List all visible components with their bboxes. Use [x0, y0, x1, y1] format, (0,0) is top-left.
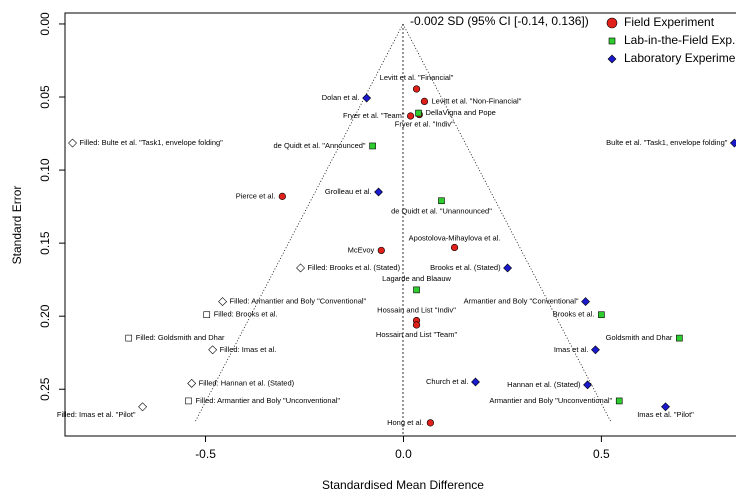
- data-point: [412, 85, 421, 93]
- data-point: [438, 197, 445, 205]
- filled-point: [218, 297, 227, 306]
- filled-point: [185, 397, 192, 405]
- data-point: [503, 263, 513, 273]
- legend-marker: [607, 54, 617, 64]
- point-label: Apostolova-Mihaylova et al.: [409, 233, 501, 242]
- x-tick-label: 0.5: [593, 447, 610, 461]
- point-label: Hossain and List "Team": [376, 330, 458, 339]
- data-point: [426, 419, 434, 427]
- data-point: [450, 243, 459, 252]
- point-label: Goldsmith and Dhar: [606, 333, 673, 342]
- point-label: Fryer et al. "Team": [343, 111, 405, 120]
- data-point: [413, 286, 420, 294]
- filled-point: [203, 311, 211, 319]
- data-point: [598, 311, 605, 319]
- point-label: Dolan et al.: [322, 93, 360, 102]
- y-tick-label: 0.00: [38, 12, 52, 36]
- data-point: [581, 297, 590, 306]
- data-point: [374, 187, 383, 197]
- point-label: Church et al.: [426, 377, 469, 386]
- legend-marker: [606, 17, 618, 29]
- data-point: [583, 380, 592, 390]
- y-tick-label: 0.25: [38, 377, 52, 401]
- point-label: Bulte et al. "Task1, envelope folding": [606, 138, 728, 147]
- filled-point: [208, 345, 218, 355]
- point-label: Levitt et al. "Non-Financial": [431, 96, 521, 105]
- funnel-left: [194, 23, 404, 423]
- y-tick-label: 0.15: [38, 231, 52, 255]
- filled-point: [296, 263, 305, 273]
- point-label: Lagarde and Blaauw: [382, 274, 451, 283]
- point-label: Filled: Bulte et al. "Task1, envelope fo…: [80, 138, 224, 147]
- data-point: [676, 334, 683, 342]
- point-label: Filled: Armantier and Boly "Conventional…: [230, 297, 367, 306]
- y-tick-label: 0.20: [38, 304, 52, 328]
- point-label: Filled: Imas et al. "Pilot": [57, 410, 136, 419]
- data-point: [278, 192, 286, 200]
- data-point: [415, 109, 422, 117]
- x-axis-label: Standardised Mean Difference: [322, 478, 484, 492]
- point-label: DellaVigna and Pope: [426, 108, 496, 117]
- point-label: Grolleau et al.: [325, 187, 372, 196]
- point-label: Brooks et al.: [553, 310, 595, 319]
- point-label: de Quidt et al. "Announced": [274, 141, 366, 150]
- filled-point: [125, 334, 133, 342]
- point-label: Hong et al.: [387, 418, 423, 427]
- y-tick-label: 0.05: [38, 85, 52, 109]
- data-point: [591, 345, 600, 355]
- point-label: Filled: Goldsmith and Dhar: [136, 333, 225, 342]
- x-tick-label: -0.5: [195, 447, 216, 461]
- point-label: Fryer et al. "Indiv": [395, 120, 454, 129]
- point-label: Filled: Armantier and Boly "Unconvention…: [196, 396, 341, 405]
- legend-label: Lab-in-the-Field Exp.: [624, 33, 735, 47]
- data-point: [729, 138, 736, 148]
- point-label: Hannan et al. (Stated): [507, 380, 581, 389]
- point-label: Levitt et al. "Financial": [380, 73, 454, 82]
- filled-point: [68, 138, 77, 148]
- point-label: Armantier and Boly "Conventional": [464, 297, 579, 306]
- point-label: Imas et al. "Pilot": [637, 410, 694, 419]
- point-label: de Quidt et al. "Unannounced": [391, 207, 492, 216]
- data-point: [406, 112, 415, 120]
- point-label: McEvoy: [348, 245, 375, 254]
- y-tick-label: 0.10: [38, 158, 52, 182]
- point-label: Filled: Imas et al.: [220, 345, 277, 354]
- plot-frame: [64, 12, 736, 437]
- point-label: Filled: Hannan et al. (Stated): [199, 378, 295, 387]
- legend-label: Field Experiment: [624, 15, 715, 29]
- filled-point: [187, 378, 197, 388]
- filled-point: [138, 402, 148, 412]
- point-label: Hossain and List "Indiv": [377, 306, 456, 315]
- data-point: [420, 97, 429, 105]
- point-label: Imas et al.: [554, 345, 589, 354]
- legend-marker: [608, 37, 616, 45]
- data-point: [615, 397, 623, 405]
- data-point: [412, 321, 421, 329]
- data-point: [362, 93, 372, 103]
- legend-label: Laboratory Experiment: [624, 51, 736, 65]
- data-point: [661, 402, 670, 412]
- point-label: Filled: Brooks et al.: [214, 310, 278, 319]
- funnel-right: [402, 23, 612, 423]
- y-axis-label: Standard Error: [10, 186, 24, 265]
- point-label: Pierce et al.: [236, 191, 276, 200]
- data-point: [377, 246, 385, 255]
- annotation: -0.002 SD (95% CI [-0.14, 0.136]): [410, 14, 589, 28]
- point-label: Filled: Brooks et al. (Stated): [308, 263, 401, 272]
- data-point: [471, 377, 480, 387]
- point-label: Brooks et al. (Stated): [430, 263, 501, 272]
- point-label: Armantier and Boly "Unconventional": [489, 396, 612, 405]
- x-tick-label: 0.0: [395, 447, 412, 461]
- data-point: [369, 142, 376, 150]
